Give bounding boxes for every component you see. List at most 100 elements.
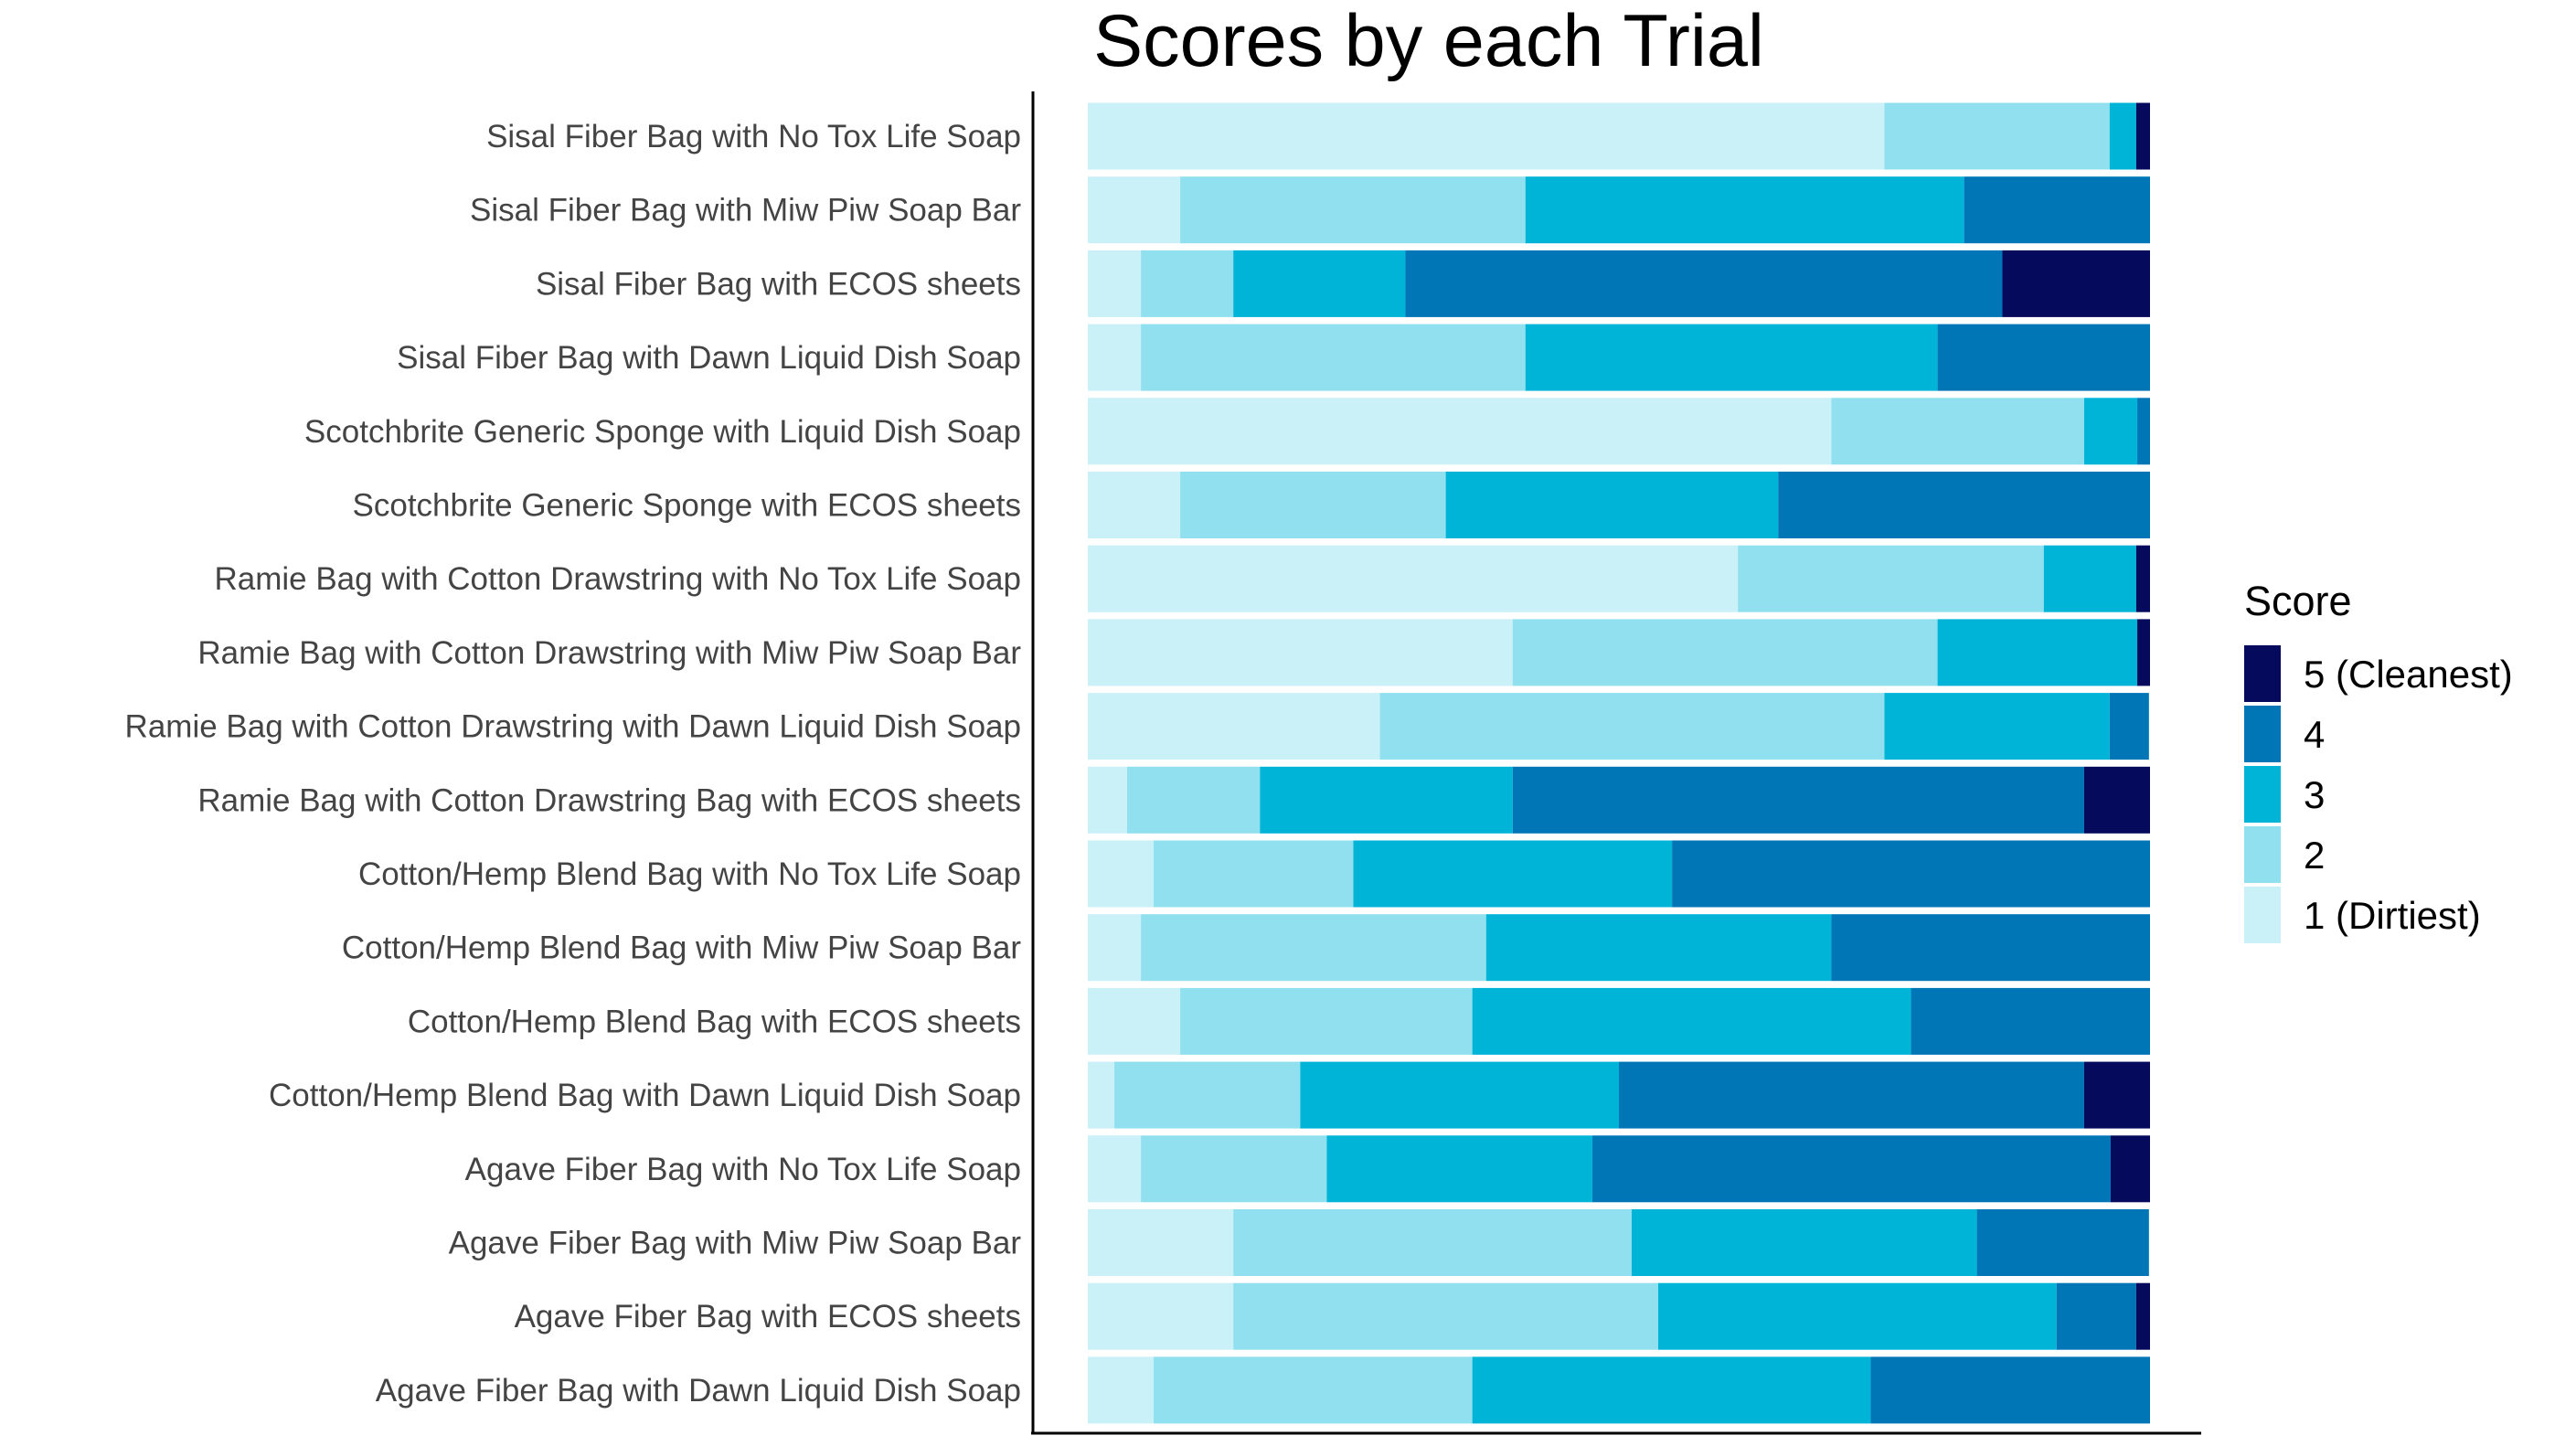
category-label: Cotton/Hemp Blend Bag with No Tox Life S… <box>358 856 1021 892</box>
bar-segment <box>1114 1061 1301 1129</box>
bar-segment <box>1088 840 1155 908</box>
chart-title: Scores by each Trial <box>1093 0 1764 82</box>
category-label: Cotton/Hemp Blend Bag with Miw Piw Soap … <box>342 930 1021 966</box>
legend: Score 5 (Cleanest) 4 3 2 1 (Dirtiest) <box>2244 578 2513 943</box>
bar-segment <box>1884 693 2110 760</box>
bar-segment <box>2083 766 2150 834</box>
bar-segment <box>1619 1061 2084 1129</box>
bar-segment <box>1088 619 1513 686</box>
category-label: Scotchbrite Generic Sponge with ECOS she… <box>353 488 1021 524</box>
bar-segment <box>2135 102 2150 170</box>
bar-segment <box>1180 176 1526 244</box>
bar-segment <box>2109 693 2149 760</box>
legend-swatch <box>2244 887 2281 943</box>
bar-segment <box>1472 987 1911 1055</box>
bar-segment <box>1353 840 1673 908</box>
bar-segment <box>1088 545 1739 612</box>
bar-segment <box>1657 1282 2057 1350</box>
bar-segment <box>1126 766 1261 834</box>
legend-swatch <box>2244 706 2281 762</box>
bar-segment <box>1300 1061 1619 1129</box>
bar-segment <box>1088 324 1142 391</box>
bar-segment <box>1154 1356 1473 1424</box>
bar-segment <box>1884 102 2110 170</box>
bar-segment <box>2137 398 2150 465</box>
bar-segment <box>1512 766 2084 834</box>
bar-segment <box>1088 398 1832 465</box>
bar-segment <box>1141 1135 1327 1203</box>
bar-segment <box>1326 1135 1592 1203</box>
bar-segment <box>1088 1061 1115 1129</box>
bar-segment <box>1141 324 1526 391</box>
bar-segment <box>1088 1209 1234 1276</box>
bar-segment <box>1964 176 2150 244</box>
bar-segment <box>1088 766 1127 834</box>
bar-segment <box>1088 250 1142 317</box>
category-label: Ramie Bag with Cotton Drawstring with Mi… <box>197 635 1021 671</box>
category-label: Scotchbrite Generic Sponge with Liquid D… <box>304 414 1021 450</box>
legend-swatch <box>2244 645 2281 702</box>
bar-segment <box>2083 398 2138 465</box>
bar-segment <box>1180 472 1446 538</box>
legend-label: 4 <box>2304 713 2325 756</box>
bar-segment <box>1260 766 1513 834</box>
bar-segment <box>1141 914 1486 982</box>
bar-segment <box>1937 619 2138 686</box>
bar-segment <box>1088 914 1142 982</box>
category-label: Sisal Fiber Bag with ECOS sheets <box>536 266 1021 302</box>
bar-segment <box>1870 1356 2150 1424</box>
bar-segment <box>2109 102 2136 170</box>
bar-segment <box>2043 545 2136 612</box>
bar-segment <box>1141 250 1234 317</box>
category-labels: Sisal Fiber Bag with No Tox Life Soap Sis… <box>125 119 1022 1409</box>
bar-segment <box>1738 545 2044 612</box>
bar-segment <box>1778 472 2150 538</box>
bar-segment <box>2137 619 2150 686</box>
bar-segment <box>2083 1061 2150 1129</box>
bar-segment <box>1088 176 1181 244</box>
bar-segment <box>1937 324 2150 391</box>
bar-segment <box>1233 1282 1658 1350</box>
category-label: Cotton/Hemp Blend Bag with Dawn Liquid D… <box>269 1078 1021 1113</box>
category-label: Ramie Bag with Cotton Drawstring Bag wit… <box>197 782 1021 818</box>
bar-segment <box>1088 472 1181 538</box>
bar-segment <box>1911 987 2150 1055</box>
bar-segment <box>1379 693 1885 760</box>
bar-segment <box>2135 1282 2150 1350</box>
bar-segment <box>2111 1135 2150 1203</box>
bar-segment <box>1233 1209 1632 1276</box>
category-label: Ramie Bag with Cotton Drawstring with No… <box>214 561 1021 597</box>
bars-group <box>1088 102 2150 1424</box>
legend-swatch <box>2244 826 2281 883</box>
category-label: Agave Fiber Bag with Miw Piw Soap Bar <box>449 1226 1022 1261</box>
bar-segment <box>1445 472 1779 538</box>
legend-label: 3 <box>2304 773 2325 816</box>
bar-segment <box>1525 176 1964 244</box>
bar-segment <box>2002 250 2150 317</box>
category-label: Agave Fiber Bag with ECOS sheets <box>515 1299 1021 1334</box>
category-label: Agave Fiber Bag with Dawn Liquid Dish So… <box>376 1373 1021 1409</box>
bar-segment <box>2135 545 2150 612</box>
bar-segment <box>1088 1282 1234 1350</box>
bar-segment <box>1088 1356 1155 1424</box>
bar-segment <box>1831 398 2084 465</box>
category-label: Cotton/Hemp Blend Bag with ECOS sheets <box>408 1004 1021 1039</box>
bar-segment <box>1631 1209 1977 1276</box>
bar-segment <box>1472 1356 1871 1424</box>
bar-segment <box>1088 1135 1142 1203</box>
legend-swatch <box>2244 766 2281 823</box>
bar-segment <box>1512 619 1938 686</box>
bar-segment <box>1976 1209 2149 1276</box>
category-label: Agave Fiber Bag with No Tox Life Soap <box>465 1152 1021 1187</box>
legend-label: 2 <box>2304 834 2325 877</box>
bar-segment <box>1672 840 2150 908</box>
bar-segment <box>1180 987 1473 1055</box>
category-label: Sisal Fiber Bag with Dawn Liquid Dish So… <box>397 340 1021 376</box>
bar-segment <box>1591 1135 2112 1203</box>
category-label: Sisal Fiber Bag with Miw Piw Soap Bar <box>470 193 1021 229</box>
bar-segment <box>1525 324 1938 391</box>
bar-segment <box>1233 250 1406 317</box>
category-label: Sisal Fiber Bag with No Tox Life Soap <box>486 119 1021 154</box>
bar-segment <box>1485 914 1832 982</box>
